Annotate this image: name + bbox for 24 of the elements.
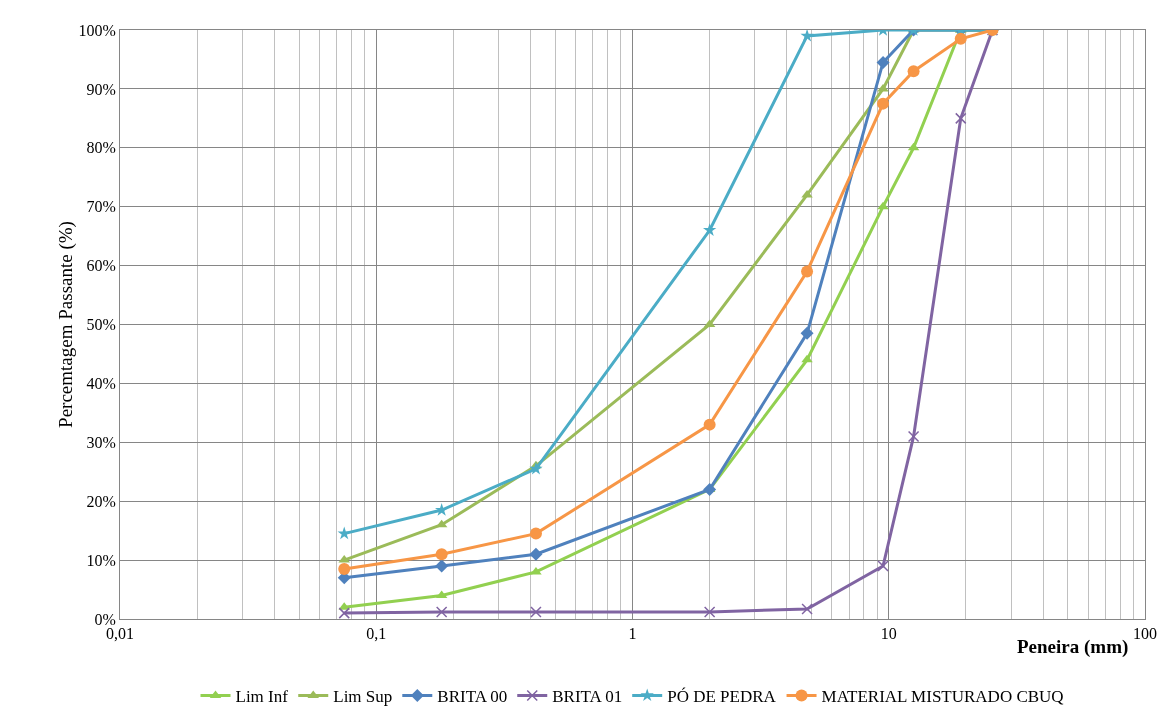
y-axis-title: Percemtagem Passante (%) — [55, 221, 77, 428]
y-tick-label: 50% — [86, 316, 116, 334]
y-tick-label: 30% — [86, 433, 116, 451]
legend-label: BRITA 00 — [437, 687, 508, 707]
x-tick-label: 0,1 — [366, 625, 387, 643]
x-tick-label: 100 — [1133, 625, 1157, 643]
x-axis-title: Peneira (mm) — [1017, 636, 1129, 658]
y-tick-label: 10% — [86, 551, 116, 569]
legend-label: Lim Inf — [235, 687, 289, 707]
y-tick-label: 100% — [78, 21, 116, 39]
legend-label: MATERIAL MISTURADO CBUQ — [821, 687, 1064, 707]
legend-label: BRITA 01 — [552, 687, 623, 707]
y-tick-label: 40% — [86, 375, 116, 392]
x-tick-label: 1 — [628, 625, 637, 643]
x-tick-label: 10 — [880, 625, 897, 643]
y-tick-label: 60% — [86, 257, 116, 275]
y-tick-label: 70% — [86, 198, 116, 216]
legend-label: PÓ DE PEDRA — [667, 687, 777, 707]
y-tick-label: 90% — [86, 80, 116, 98]
y-tick-label: 20% — [86, 492, 116, 510]
x-tick-label: 0,01 — [106, 625, 134, 643]
y-tick-label: 80% — [86, 139, 116, 157]
legend-label: Lim Sup — [333, 687, 393, 707]
y-tick-label: 0% — [94, 610, 116, 628]
